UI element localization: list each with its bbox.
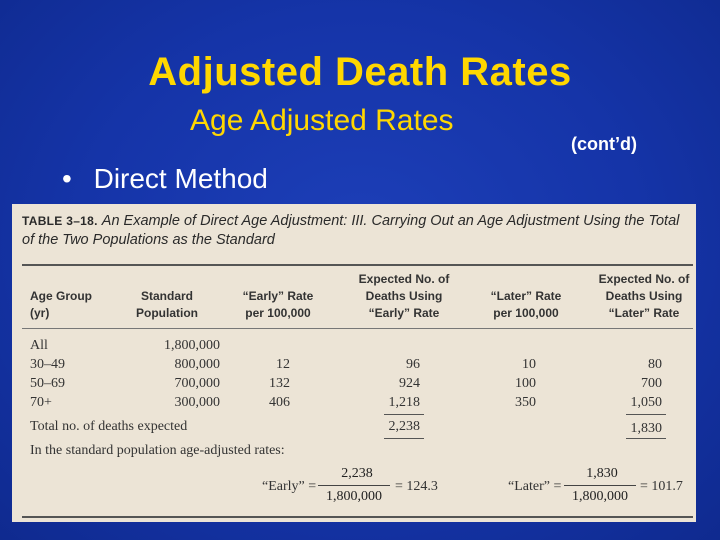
table-top-rule <box>22 264 693 266</box>
slide-subtitle: Age Adjusted Rates <box>190 104 454 137</box>
bullet-direct-method: • Direct Method <box>62 163 268 195</box>
header-standard-population-line1: Standard <box>140 289 193 303</box>
row-30-49-pop: 800,000 <box>174 357 221 372</box>
later-formula-label: “Later” = <box>508 479 562 494</box>
row-30-49-later: 10 <box>522 357 536 372</box>
row-70-plus-age: 70+ <box>30 395 52 410</box>
row-30-49-age: 30–49 <box>30 357 65 372</box>
header-expected-early-line1: Expected No. of <box>358 272 450 286</box>
row-70-plus-pop: 300,000 <box>174 395 221 410</box>
header-later-rate: “Later” Rate per 100,000 <box>482 288 570 322</box>
table-caption: TABLE 3–18. An Example of Direct Age Adju… <box>22 212 687 250</box>
early-total-underline <box>384 438 424 439</box>
slide-title: Adjusted Death Rates <box>148 50 572 94</box>
total-later: 1,830 <box>630 421 663 436</box>
adjusted-label: In the standard population age-adjusted … <box>30 443 285 458</box>
early-sum-underline <box>384 414 424 415</box>
later-total-underline <box>626 438 666 439</box>
header-early-rate: “Early” Rate per 100,000 <box>234 288 322 322</box>
table-number: TABLE 3–18. <box>22 214 98 228</box>
early-denominator: 1,800,000 <box>326 489 382 504</box>
early-result: = 124.3 <box>395 479 438 494</box>
header-expected-later-line2: Deaths Using <box>605 289 683 303</box>
header-age-group-line1: Age Group <box>30 289 92 303</box>
header-early-rate-line2: per 100,000 <box>245 306 311 320</box>
header-later-rate-line2: per 100,000 <box>493 306 559 320</box>
table-bottom-rule <box>22 516 693 518</box>
row-70-plus-early: 406 <box>269 395 290 410</box>
continued-note: (cont’d) <box>571 134 637 154</box>
row-50-69-exp-later: 700 <box>641 376 662 391</box>
row-70-plus-exp-early: 1,218 <box>388 395 421 410</box>
table-image: TABLE 3–18. An Example of Direct Age Adju… <box>12 204 696 522</box>
header-expected-later-line1: Expected No. of <box>598 272 690 286</box>
header-expected-early: Expected No. of Deaths Using “Early” Rat… <box>354 271 454 322</box>
bullet-text: Direct Method <box>93 163 268 194</box>
row-70-plus-exp-later: 1,050 <box>630 395 663 410</box>
row-30-49-exp-later: 80 <box>648 357 662 372</box>
early-fraction-bar <box>318 485 390 486</box>
header-expected-early-line2: Deaths Using <box>365 289 443 303</box>
row-all-pop: 1,800,000 <box>164 338 220 353</box>
header-early-rate-line1: “Early” Rate <box>242 289 314 303</box>
header-expected-later: Expected No. of Deaths Using “Later” Rat… <box>594 271 694 322</box>
row-50-69-later: 100 <box>515 376 536 391</box>
later-result: = 101.7 <box>640 479 683 494</box>
header-later-rate-line1: “Later” Rate <box>490 289 562 303</box>
early-numerator: 2,238 <box>341 466 373 481</box>
row-all-age: All <box>30 338 48 353</box>
row-30-49-exp-early: 96 <box>406 357 420 372</box>
row-50-69-exp-early: 924 <box>399 376 420 391</box>
early-formula-label: “Early” = <box>262 479 317 494</box>
row-50-69-age: 50–69 <box>30 376 65 391</box>
header-expected-later-line3: “Later” Rate <box>608 306 680 320</box>
row-70-plus-later: 350 <box>515 395 536 410</box>
header-standard-population-line2: Population <box>136 306 198 320</box>
later-denominator: 1,800,000 <box>572 489 628 504</box>
later-sum-underline <box>626 414 666 415</box>
later-fraction-bar <box>564 485 636 486</box>
header-expected-early-line3: “Early” Rate <box>368 306 440 320</box>
header-standard-population: Standard Population <box>124 288 210 322</box>
row-50-69-pop: 700,000 <box>174 376 221 391</box>
header-bottom-rule <box>22 328 693 329</box>
bullet-mark: • <box>62 163 72 194</box>
table-caption-text: An Example of Direct Age Adjustment: III… <box>22 213 680 248</box>
row-30-49-early: 12 <box>276 357 290 372</box>
total-label: Total no. of deaths expected <box>30 419 188 434</box>
total-early: 2,238 <box>388 419 421 434</box>
later-numerator: 1,830 <box>586 466 618 481</box>
header-age-group: Age Group (yr) <box>30 288 92 322</box>
row-50-69-early: 132 <box>269 376 290 391</box>
header-age-group-line2: (yr) <box>30 306 50 320</box>
